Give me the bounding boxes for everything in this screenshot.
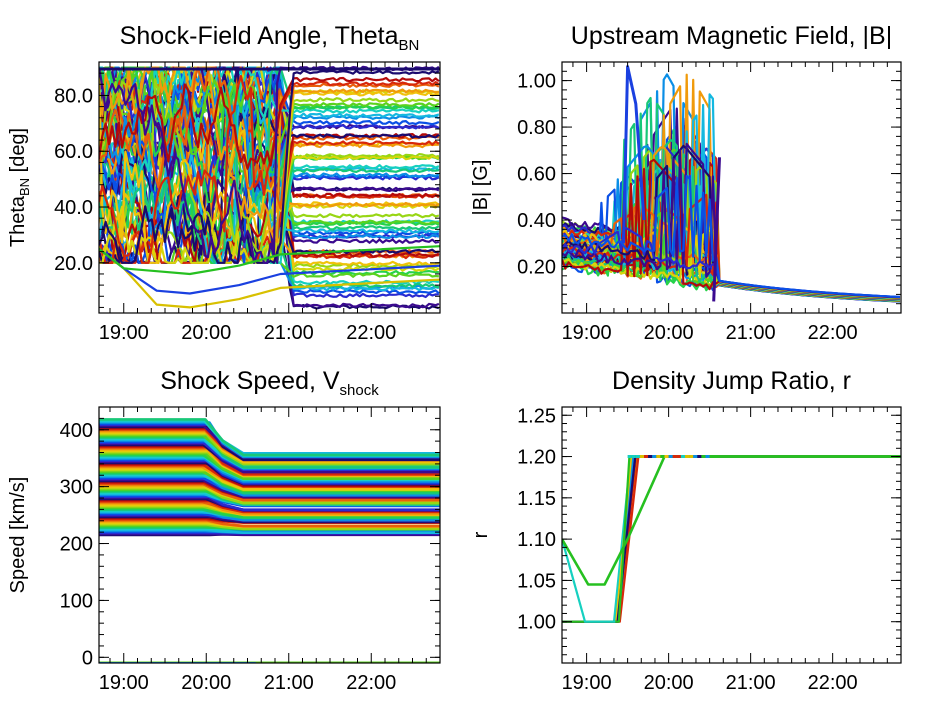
panel-3: 19:00 20:00 21:00 22:00 0 100 200 300 400 Shock S… (7, 367, 441, 694)
y-tick-label: 0.60 (517, 164, 556, 186)
series-line (562, 455, 901, 623)
x-tick-label: 22:00 (808, 322, 858, 344)
y-tick-label: 0 (82, 647, 93, 669)
series-line (562, 455, 901, 623)
y-tick-label: 100 (60, 590, 93, 612)
x-tick-label: 20:00 (644, 322, 694, 344)
y-tick-label: 1.20 (517, 447, 556, 469)
series-line (562, 455, 901, 623)
series-line (99, 245, 440, 276)
y-tick-label: 40.0 (54, 197, 93, 219)
y-axis-label: |B| [G] (470, 160, 492, 216)
x-tick-label: 19:00 (562, 322, 612, 344)
series-line (562, 455, 901, 623)
x-tick-label: 21:00 (726, 672, 776, 694)
y-tick-label: 60.0 (54, 141, 93, 163)
x-tick-label: 19:00 (562, 672, 612, 694)
series-group (99, 418, 440, 663)
x-tick-label: 19:00 (99, 322, 149, 344)
x-tick-label: 21:00 (726, 322, 776, 344)
series-line (562, 538, 616, 623)
x-tick-label: 19:00 (99, 672, 149, 694)
series-line (99, 71, 440, 256)
panel-2: 19:00 20:00 21:00 22:00 0.20 0.40 0.60 0.80 1.00… (470, 22, 902, 344)
y-axis-label: ThetaBN [deg] (7, 128, 32, 247)
x-tick-label: 21:00 (264, 672, 314, 694)
series-line (99, 68, 440, 264)
series-group (99, 65, 440, 310)
plot-frame (98, 406, 441, 664)
y-tick-label: 1.25 (517, 405, 556, 427)
panel-4: 19:00 20:00 21:00 22:00 1.00 1.05 1.10 1.15 1.20… (470, 367, 902, 694)
series-line (99, 74, 440, 264)
y-axis-label: r (470, 531, 492, 538)
series-line (562, 455, 901, 623)
y-tick-label: 200 (60, 534, 93, 556)
y-tick-label: 20.0 (54, 253, 93, 275)
series-line (99, 71, 439, 264)
chart-title: Shock-Field Angle, ThetaBN (120, 22, 420, 54)
series-line (99, 418, 440, 457)
y-tick-label: 0.80 (517, 117, 556, 139)
x-tick-label: 21:00 (264, 322, 314, 344)
chart-title: Density Jump Ratio, r (612, 367, 851, 395)
series-line (99, 69, 440, 264)
series-line (562, 455, 901, 623)
plot-frame (561, 61, 902, 314)
y-tick-label: 1.00 (517, 71, 556, 93)
x-tick-label: 22:00 (346, 322, 396, 344)
series-line (99, 70, 439, 264)
y-tick-label: 1.05 (517, 570, 556, 592)
series-group (562, 455, 901, 623)
y-tick-label: 0.20 (517, 257, 556, 279)
chart-title: Shock Speed, Vshock (160, 367, 379, 399)
plot-frame (98, 61, 441, 314)
series-line (562, 455, 901, 623)
x-tick-label: 20:00 (181, 672, 231, 694)
series-line (562, 455, 901, 623)
series-line (562, 455, 901, 623)
series-line (622, 65, 646, 244)
x-tick-label: 22:00 (808, 672, 858, 694)
y-tick-label: 1.10 (517, 529, 556, 551)
plot-frame (561, 406, 902, 664)
y-tick-label: 300 (60, 477, 93, 499)
series-group (562, 65, 900, 303)
series-line (562, 455, 901, 623)
x-tick-label: 20:00 (181, 322, 231, 344)
series-line (562, 455, 901, 586)
y-tick-label: 1.00 (517, 612, 556, 634)
series-line (562, 174, 900, 298)
series-line (562, 455, 901, 623)
y-axis-label: Speed [km/s] (7, 477, 29, 594)
series-line (562, 455, 901, 623)
y-tick-label: 0.40 (517, 210, 556, 232)
series-line (712, 157, 721, 302)
series-line (99, 76, 440, 170)
y-tick-label: 80.0 (54, 85, 93, 107)
series-line (99, 66, 440, 210)
y-tick-label: 400 (60, 420, 93, 442)
x-tick-label: 20:00 (644, 672, 694, 694)
y-tick-label: 1.15 (517, 488, 556, 510)
series-line (562, 124, 900, 303)
x-tick-label: 22:00 (346, 672, 396, 694)
panel-1: 19:00 20:00 21:00 22:00 20.0 40.0 60.0 80.0 Shoc… (7, 22, 441, 344)
chart-title: Upstream Magnetic Field, |B| (571, 22, 892, 50)
